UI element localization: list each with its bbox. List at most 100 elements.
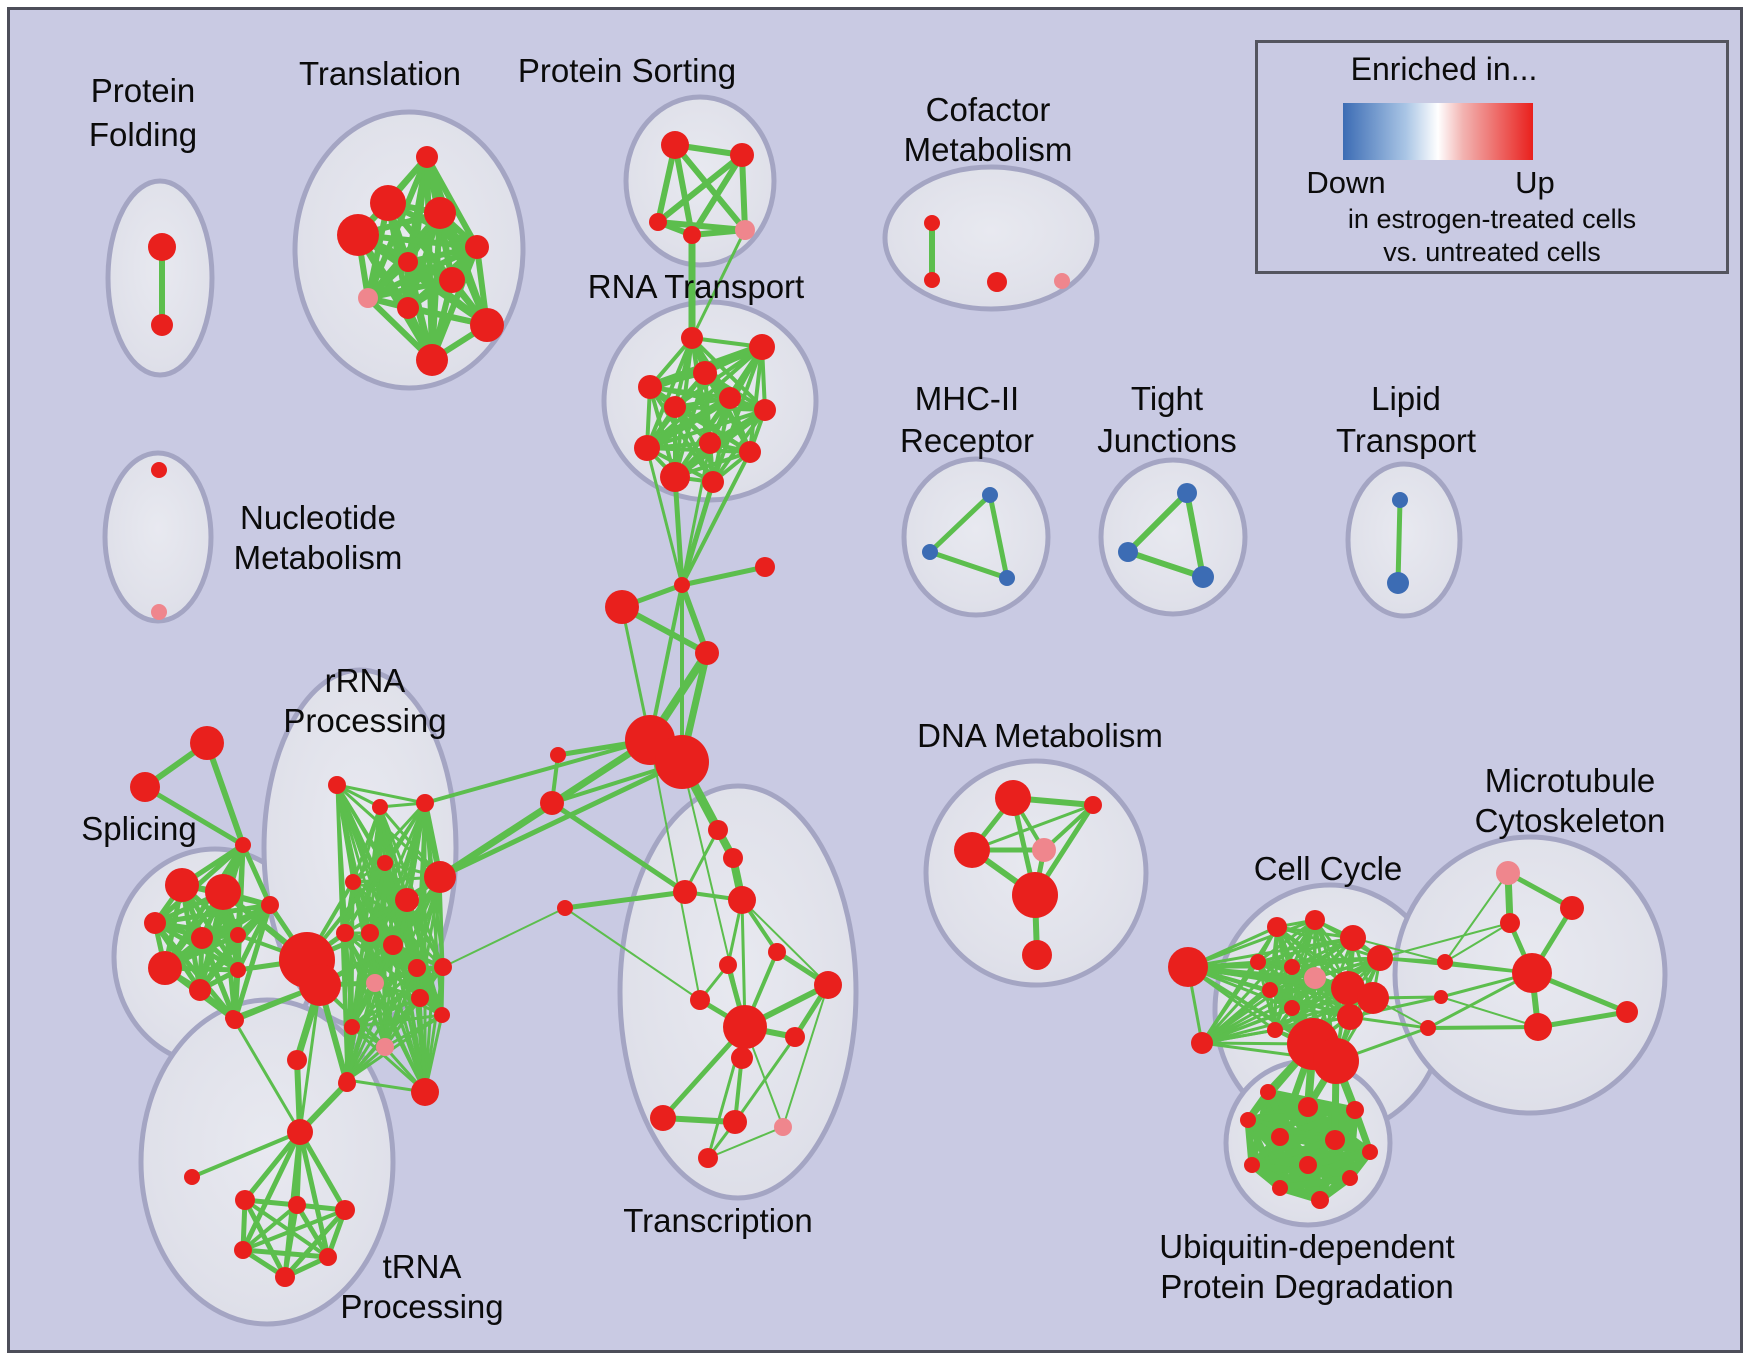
transcription-node-3 <box>728 886 756 914</box>
dna-metabolism-node-5 <box>1022 940 1052 970</box>
trna-processing-node-2 <box>235 1190 255 1210</box>
rna-transport-node-4 <box>719 387 741 409</box>
splicing-label: Splicing <box>81 810 197 847</box>
cofactor-metabolism-node-1 <box>924 272 940 288</box>
rrna-processing-node-1 <box>372 799 388 815</box>
edge <box>741 899 829 986</box>
rrna-processing-node-14 <box>434 1007 450 1023</box>
trna-processing-node-0 <box>287 1119 313 1145</box>
edge <box>645 446 752 454</box>
rna-transport-node-6 <box>754 399 776 421</box>
edge <box>350 966 419 1029</box>
edge <box>142 784 246 848</box>
rrna-processing-node-8 <box>361 924 379 942</box>
edge <box>1125 549 1206 580</box>
translation-node-3 <box>337 214 379 256</box>
edge <box>1379 922 1511 959</box>
translation-node-6 <box>439 267 465 293</box>
ubiquitin-degradation-node-11 <box>1311 1191 1329 1209</box>
cofactor-metabolism-ellipse <box>882 164 1100 312</box>
transcription-node-12 <box>723 1110 747 1134</box>
edge <box>368 931 444 1017</box>
edge <box>987 492 1010 581</box>
cell-cycle-node-5 <box>1367 945 1393 971</box>
edge <box>240 1247 331 1260</box>
translation-node-7 <box>358 288 378 308</box>
transcription-connector-node-0 <box>557 900 573 916</box>
edge <box>1444 872 1509 963</box>
edge <box>1186 918 1317 969</box>
ubiquitin-degradation-label: Ubiquitin-dependent Protein Degradation <box>1159 1228 1454 1305</box>
edge <box>927 549 1010 581</box>
splicing-rrna-hub-node-1 <box>299 964 341 1006</box>
splicing-node-4 <box>191 927 213 949</box>
edge <box>645 336 694 450</box>
cell-cycle-node-13 <box>1337 1004 1363 1030</box>
dna-metabolism-node-3 <box>1032 838 1056 862</box>
translation-node-1 <box>370 185 406 221</box>
dna-metabolism-label: DNA Metabolism <box>917 717 1163 754</box>
microtubule-cytoskeleton-node-5 <box>1616 1001 1638 1023</box>
ubiquitin-degradation-node-5 <box>1325 1130 1345 1150</box>
trna-processing-node-4 <box>335 1200 355 1220</box>
edge <box>649 739 701 1001</box>
edge <box>241 1203 299 1252</box>
microtubule-cytoskeleton-node-0 <box>1496 861 1520 885</box>
cell-cycle-node-10 <box>1284 1000 1300 1016</box>
transcription-node-9 <box>785 1027 805 1047</box>
edge <box>442 907 566 968</box>
edge <box>672 474 685 588</box>
tight-junctions-label: Tight Junctions <box>1097 380 1236 459</box>
transcription-node-14 <box>698 1148 718 1168</box>
edge <box>1440 996 1539 1028</box>
edge <box>645 446 684 587</box>
transcription-label: Transcription <box>623 1202 813 1239</box>
edge <box>1256 936 1355 964</box>
rrna-processing-node-2 <box>416 794 434 812</box>
trna-bridge-node-0 <box>287 1050 307 1070</box>
edge <box>343 861 387 935</box>
trna-processing-node-1 <box>184 1169 200 1185</box>
ubiquitin-degradation-node-4 <box>1271 1128 1289 1146</box>
microtubule-cytoskeleton-node-2 <box>1500 913 1520 933</box>
edge <box>782 984 829 1128</box>
microtubule-cytoskeleton-node-6 <box>1437 954 1453 970</box>
cell-cycle-label: Cell Cycle <box>1254 850 1403 887</box>
edge <box>294 1202 331 1260</box>
edge <box>672 142 748 233</box>
edge <box>1348 1015 1430 1030</box>
edge <box>1200 988 1272 1045</box>
edge <box>564 907 701 1001</box>
central-chain-node-0 <box>674 577 690 593</box>
splicing-satellite-node-1 <box>130 772 160 802</box>
edge <box>970 803 1095 852</box>
edge <box>418 996 427 1094</box>
edge <box>343 931 349 1082</box>
rrna-processing-node-5 <box>424 861 456 893</box>
rrna-processing-node-9 <box>383 935 403 955</box>
hub-left-tail-node-0 <box>550 747 566 763</box>
trna-processing-ellipse <box>138 997 396 1327</box>
microtubule-cytoskeleton-node-7 <box>1434 990 1448 1004</box>
central-chain-node-2 <box>605 590 639 624</box>
network-diagram: Protein Folding Translation Protein Sorting… <box>81 52 1668 1327</box>
edge <box>648 583 684 742</box>
protein-folding-label: Protein Folding <box>89 72 197 153</box>
trna-processing-node-3 <box>288 1196 306 1214</box>
edge <box>927 492 993 555</box>
microtubule-cytoskeleton-node-8 <box>1420 1020 1436 1036</box>
splicing-node-2 <box>205 874 241 910</box>
edge <box>1200 1028 1277 1045</box>
rna-transport-node-8 <box>699 432 721 454</box>
transcription-node-13 <box>774 1118 792 1136</box>
edge <box>152 920 238 1023</box>
rrna-processing-node-10 <box>366 974 384 992</box>
edge <box>1290 956 1382 969</box>
edge <box>373 981 444 1017</box>
cofactor-metabolism-node-0 <box>924 215 940 231</box>
edge <box>1395 497 1403 586</box>
tight-junctions-node-0 <box>1177 483 1197 503</box>
edge <box>283 1203 299 1279</box>
translation-node-8 <box>397 297 419 319</box>
edge <box>1273 996 1375 1032</box>
